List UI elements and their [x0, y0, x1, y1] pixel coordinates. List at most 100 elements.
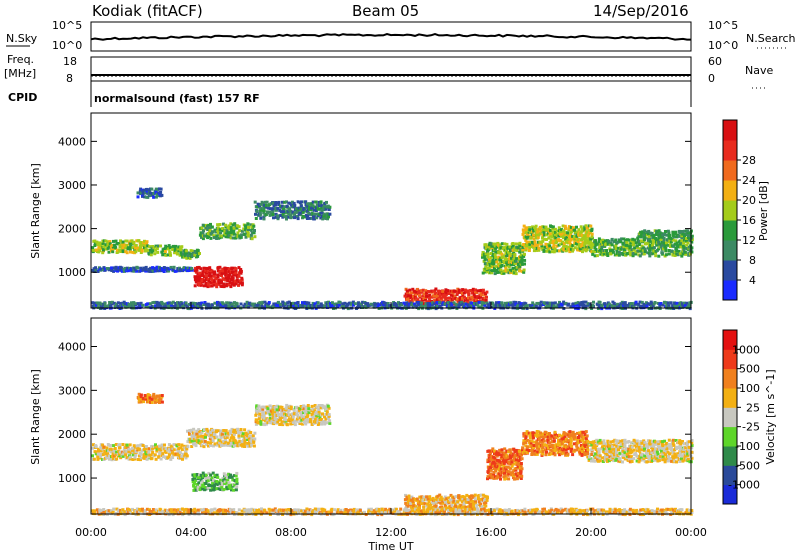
range-gate-cell — [221, 476, 225, 480]
range-gate-cell — [107, 454, 111, 458]
range-gate-cell — [323, 304, 327, 308]
range-gate-cell — [663, 232, 667, 236]
range-gate-cell — [647, 235, 651, 239]
range-gate-cell — [492, 252, 496, 256]
range-gate-cell — [327, 208, 331, 211]
range-gate-cell — [323, 420, 327, 423]
range-gate-cell — [230, 488, 233, 492]
range-gate-cell — [563, 451, 567, 455]
range-gate-cell — [129, 303, 133, 307]
range-gate-cell — [514, 468, 518, 472]
range-gate-cell — [567, 302, 571, 306]
range-gate-cell — [218, 440, 222, 444]
range-gate-cell — [312, 420, 316, 424]
range-gate-cell — [289, 201, 293, 205]
power-panel-frame — [90, 112, 692, 309]
range-gate-cell — [499, 467, 503, 471]
range-gate-cell — [484, 298, 488, 302]
range-gate-cell — [669, 245, 672, 248]
range-gate-cell — [550, 250, 554, 254]
range-gate-cell — [690, 250, 694, 254]
range-gate-cell — [308, 205, 312, 209]
range-gate-cell — [483, 494, 487, 498]
range-gate-cell — [466, 289, 470, 293]
range-gate-cell — [190, 439, 194, 443]
range-gate-cell — [281, 200, 284, 204]
range-gate-cell — [164, 247, 167, 250]
range-gate-cell — [688, 307, 692, 311]
range-gate-cell — [521, 232, 525, 236]
range-gate-cell — [222, 269, 226, 273]
colorbar-tick-label: 20 — [742, 194, 756, 207]
range-gate-cell — [132, 269, 136, 273]
range-gate-cell — [605, 252, 609, 256]
range-gate-cell — [503, 447, 507, 451]
range-gate-cell — [121, 454, 125, 458]
range-gate-cell — [539, 435, 543, 439]
range-gate-cell — [309, 418, 313, 421]
range-gate-cell — [310, 414, 314, 418]
range-gate-cell — [648, 254, 652, 258]
range-gate-cell — [504, 269, 508, 273]
range-gate-cell — [559, 239, 563, 243]
range-gate-cell — [598, 456, 602, 460]
range-gate-cell — [104, 243, 108, 247]
range-gate-cell — [206, 228, 210, 232]
range-gate-cell — [517, 462, 521, 466]
range-gate-cell — [583, 433, 587, 437]
range-gate-cell — [510, 248, 513, 252]
range-gate-cell — [588, 305, 592, 309]
range-gate-cell — [324, 417, 328, 421]
range-gate-cell — [518, 244, 522, 248]
range-gate-cell — [236, 441, 240, 445]
range-gate-cell — [531, 436, 535, 440]
range-gate-cell — [498, 448, 502, 452]
range-gate-cell — [265, 422, 268, 426]
range-gate-cell — [180, 443, 184, 447]
range-gate-cell — [573, 237, 576, 241]
range-gate-cell — [327, 300, 331, 304]
range-gate-cell — [468, 304, 472, 308]
range-gate-cell — [668, 243, 672, 247]
range-gate-cell — [605, 453, 609, 456]
range-gate-cell — [470, 291, 474, 295]
range-gate-cell — [99, 454, 103, 458]
range-gate-cell — [688, 238, 692, 242]
range-gate-cell — [639, 234, 643, 237]
range-gate-cell — [234, 236, 238, 240]
range-gate-cell — [418, 503, 422, 507]
range-gate-cell — [668, 233, 672, 237]
range-gate-cell — [206, 282, 210, 286]
range-gate-cell — [523, 262, 526, 266]
range-gate-cell — [164, 447, 168, 450]
range-gate-cell — [657, 240, 661, 244]
range-gate-cell — [527, 431, 531, 435]
range-gate-cell — [621, 252, 625, 255]
range-gate-cell — [174, 452, 178, 456]
range-gate-cell — [514, 467, 518, 470]
range-gate-cell — [582, 447, 586, 451]
range-gate-cell — [204, 302, 208, 306]
range-gate-cell — [291, 418, 295, 422]
range-gate-cell — [532, 446, 535, 450]
range-gate-cell — [94, 452, 98, 456]
range-gate-cell — [574, 230, 578, 234]
range-gate-cell — [407, 296, 411, 300]
range-gate-cell — [540, 244, 544, 248]
range-gate-cell — [92, 457, 96, 461]
range-gate-cell — [549, 452, 553, 456]
range-gate-cell — [271, 201, 275, 205]
range-gate-cell — [257, 303, 261, 307]
range-gate-cell — [274, 410, 278, 414]
range-gate-cell — [272, 302, 276, 306]
range-gate-cell — [592, 454, 596, 458]
range-gate-cell — [322, 214, 326, 218]
range-gate-cell — [191, 431, 195, 435]
range-gate-cell — [155, 265, 159, 269]
range-gate-cell — [119, 239, 122, 243]
range-gate-cell — [199, 231, 203, 235]
y-tick-label: 2000 — [58, 223, 86, 236]
range-gate-cell — [580, 227, 584, 231]
range-gate-cell — [420, 502, 424, 505]
